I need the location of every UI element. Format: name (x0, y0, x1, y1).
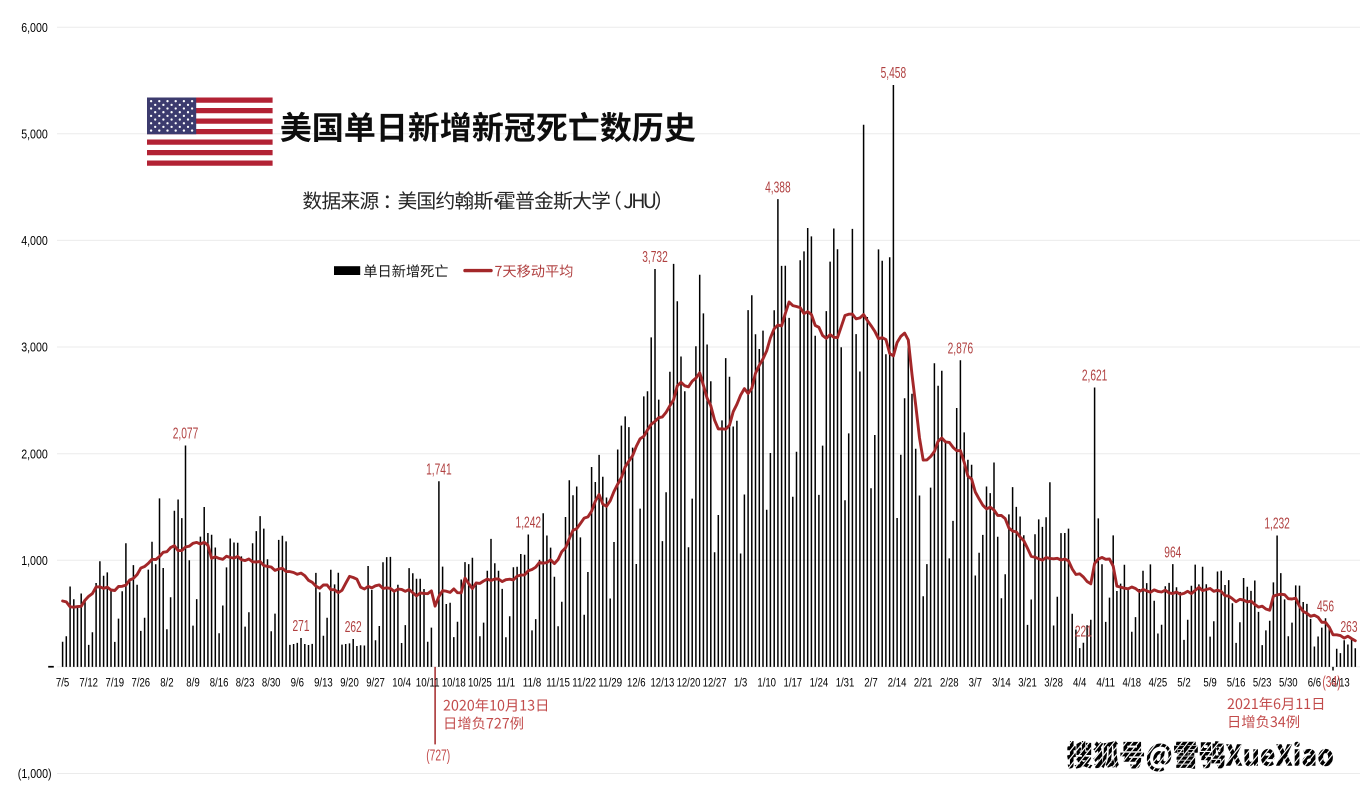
svg-text:1/3: 1/3 (734, 676, 748, 690)
svg-text:2,621: 2,621 (1082, 368, 1108, 385)
svg-text:1,232: 1,232 (1264, 516, 1290, 533)
svg-text:3/14: 3/14 (992, 676, 1011, 690)
svg-text:7/12: 7/12 (79, 676, 98, 690)
svg-text:2/14: 2/14 (888, 676, 907, 690)
svg-text:8/16: 8/16 (210, 676, 229, 690)
svg-text:11/8: 11/8 (523, 676, 542, 690)
svg-text:7/26: 7/26 (132, 676, 151, 690)
svg-text:1/17: 1/17 (784, 676, 803, 690)
svg-text:(1,000): (1,000) (18, 766, 52, 781)
svg-text:1/10: 1/10 (757, 676, 776, 690)
svg-text:11/29: 11/29 (598, 676, 622, 690)
svg-text:(727): (727) (426, 748, 450, 765)
svg-text:5/30: 5/30 (1279, 676, 1298, 690)
svg-text:11/15: 11/15 (546, 676, 570, 690)
svg-text:9/6: 9/6 (291, 676, 305, 690)
svg-text:6/13: 6/13 (1331, 676, 1350, 690)
svg-text:8/30: 8/30 (262, 676, 281, 690)
svg-text:4/25: 4/25 (1149, 676, 1168, 690)
svg-text:10/4: 10/4 (392, 676, 411, 690)
svg-text:964: 964 (1164, 544, 1181, 561)
svg-text:5/2: 5/2 (1177, 676, 1191, 690)
svg-text:8/2: 8/2 (160, 676, 174, 690)
svg-text:3,000: 3,000 (21, 340, 48, 355)
svg-text:4,000: 4,000 (21, 233, 48, 248)
svg-text:4/18: 4/18 (1123, 676, 1142, 690)
svg-text:2/21: 2/21 (914, 676, 933, 690)
svg-text:2/7: 2/7 (864, 676, 878, 690)
svg-text:2,000: 2,000 (21, 446, 48, 461)
svg-text:3,732: 3,732 (642, 249, 668, 266)
svg-text:8/23: 8/23 (236, 676, 255, 690)
svg-text:12/27: 12/27 (703, 676, 727, 690)
svg-text:7/19: 7/19 (106, 676, 125, 690)
svg-text:1,000: 1,000 (21, 553, 48, 568)
svg-text:10/25: 10/25 (468, 676, 492, 690)
svg-text:2,876: 2,876 (948, 341, 974, 358)
svg-text:10/18: 10/18 (442, 676, 466, 690)
svg-text:9/20: 9/20 (340, 676, 359, 690)
svg-text:1/24: 1/24 (810, 676, 829, 690)
svg-text:12/13: 12/13 (651, 676, 675, 690)
svg-text:3/28: 3/28 (1044, 676, 1063, 690)
svg-text:12/6: 12/6 (627, 676, 646, 690)
svg-text:1,242: 1,242 (516, 515, 542, 532)
svg-text:1/31: 1/31 (836, 676, 855, 690)
svg-text:5,458: 5,458 (881, 65, 907, 82)
svg-text:3/21: 3/21 (1018, 676, 1037, 690)
svg-text:11/1: 11/1 (497, 676, 516, 690)
svg-text:6,000: 6,000 (21, 20, 48, 35)
svg-text:271: 271 (293, 618, 310, 635)
svg-text:4/11: 4/11 (1096, 676, 1115, 690)
svg-text:1,741: 1,741 (426, 462, 452, 479)
svg-text:221: 221 (1075, 624, 1092, 641)
svg-text:2/28: 2/28 (940, 676, 959, 690)
svg-text:456: 456 (1317, 599, 1334, 616)
svg-text:5,000: 5,000 (21, 126, 48, 141)
svg-text:12/20: 12/20 (677, 676, 701, 690)
svg-text:262: 262 (345, 619, 362, 636)
svg-text:3/7: 3/7 (969, 676, 983, 690)
svg-text:2,077: 2,077 (173, 426, 199, 443)
svg-text:263: 263 (1341, 619, 1358, 636)
svg-text:8/9: 8/9 (186, 676, 200, 690)
svg-text:11/22: 11/22 (572, 676, 596, 690)
svg-text:9/13: 9/13 (314, 676, 333, 690)
svg-text:6/6: 6/6 (1308, 676, 1322, 690)
svg-text:10/11: 10/11 (416, 676, 440, 690)
svg-text:5/23: 5/23 (1253, 676, 1272, 690)
svg-text:9/27: 9/27 (366, 676, 385, 690)
svg-text:(34): (34) (1322, 674, 1340, 691)
svg-text:4,388: 4,388 (765, 179, 791, 196)
svg-text:4/4: 4/4 (1073, 676, 1087, 690)
svg-text:7/5: 7/5 (56, 676, 70, 690)
svg-text:5/16: 5/16 (1227, 676, 1246, 690)
svg-text:5/9: 5/9 (1203, 676, 1217, 690)
